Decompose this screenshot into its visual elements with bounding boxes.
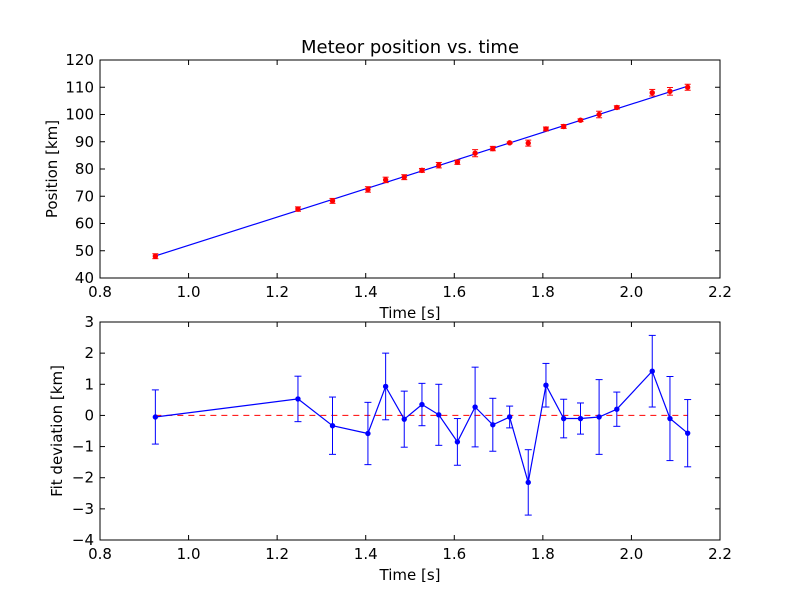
position-data-point [295,206,301,212]
position-y-ticks: 40 50 60 70 80 90 100 110 120 [65,51,720,287]
deviation-y-tick-label: −1 [72,438,94,456]
position-data-point [419,167,425,174]
position-x-tick-label: 1.0 [177,283,201,301]
position-y-tick-label: 50 [75,242,94,260]
deviation-x-axis-label: Time [s] [379,566,441,584]
position-data-point [401,174,407,180]
position-data-point [365,186,371,193]
deviation-y-tick-label: −2 [72,469,94,487]
position-plot-area [152,83,691,260]
position-data-point [152,253,159,259]
deviation-x-tick-label: 1.2 [265,545,289,563]
position-data-point [614,104,620,111]
deviation-data-point [472,404,478,410]
deviation-data-point [365,430,371,437]
deviation-x-ticks: 0.8 1.0 1.2 1.4 1.6 1.8 2.0 2.2 [88,322,732,563]
position-data-point [684,84,691,90]
deviation-x-tick-label: 1.0 [177,545,201,563]
deviation-y-tick-label: 2 [84,344,94,362]
position-x-tick-label: 1.6 [442,283,466,301]
position-x-axis-label: Time [s] [379,304,441,322]
position-data-point [525,140,531,146]
position-x-tick-label: 1.2 [265,283,289,301]
position-data-point [667,88,673,95]
deviation-data-point [649,368,655,374]
deviation-data-point [525,479,531,486]
position-y-tick-label: 110 [65,78,94,96]
deviation-x-tick-label: 1.6 [442,545,466,563]
fit-deviation-panel: 0.8 1.0 1.2 1.4 1.6 1.8 2.0 2.2 −4 −3 −2 −1 0 1 2 3 Ti… [48,313,732,584]
position-data-point [490,145,496,152]
position-y-tick-label: 100 [65,106,94,124]
deviation-data-point [577,415,584,422]
deviation-data-point [543,382,549,388]
deviation-data-point [596,414,602,420]
position-x-tick-label: 1.4 [354,283,378,301]
deviation-data-point [506,414,513,420]
position-data-point [560,123,567,130]
position-axes-frame [99,59,721,279]
deviation-x-tick-label: 0.8 [88,545,112,563]
position-data-point [472,150,478,156]
position-y-tick-label: 90 [75,133,94,151]
deviation-y-tick-label: −4 [72,531,94,549]
deviation-axes-frame [99,321,721,541]
position-data-point [596,111,602,118]
deviation-y-tick-label: 3 [84,313,94,331]
deviation-x-tick-label: 2.0 [619,545,643,563]
deviation-data-point [490,422,496,428]
position-y-tick-label: 40 [75,269,94,287]
deviation-data-point [419,401,425,408]
deviation-data-point [436,412,442,418]
position-y-tick-label: 120 [65,51,94,69]
deviation-y-tick-label: 1 [84,375,94,393]
deviation-data-point [329,423,336,429]
position-data-point [543,126,549,132]
position-x-tick-label: 2.0 [619,283,643,301]
deviation-data-point [295,396,301,402]
deviation-y-tick-label: −3 [72,500,94,518]
position-y-tick-label: 80 [75,160,94,178]
deviation-data-point [560,415,567,422]
deviation-data-point [684,430,691,436]
position-y-axis-label: Position [km] [43,120,61,218]
deviation-y-ticks: −4 −3 −2 −1 0 1 2 3 [72,313,720,549]
position-data-point [454,159,461,165]
deviation-data-point [152,414,159,420]
deviation-x-tick-label: 2.2 [708,545,732,563]
position-x-tick-label: 0.8 [88,283,112,301]
position-x-tick-label: 1.8 [531,283,555,301]
position-data-point [649,90,655,96]
deviation-plot-area [151,334,692,516]
deviation-data-point [382,383,389,390]
deviation-data-point [667,415,673,422]
deviation-data-point [614,406,620,412]
deviation-y-axis-label: Fit deviation [km] [48,365,66,497]
position-data-point [382,177,389,183]
position-data-point [329,198,336,204]
position-y-tick-label: 70 [75,187,94,205]
position-data-point [506,140,513,146]
position-x-tick-label: 2.2 [708,283,732,301]
deviation-data-point [454,439,461,445]
deviation-x-tick-label: 1.4 [354,545,378,563]
position-y-tick-label: 60 [75,215,94,233]
deviation-x-tick-label: 1.8 [531,545,555,563]
deviation-y-tick-label: 0 [84,406,94,424]
chart-title: Meteor position vs. time [301,37,519,58]
position-data-point [436,162,442,168]
position-vs-time-panel: Meteor position vs. time 0.8 1.0 1.2 1.4 1.6… [43,37,732,322]
position-x-ticks: 0.8 1.0 1.2 1.4 1.6 1.8 2.0 2.2 [88,60,732,301]
position-data-point [577,117,584,123]
deviation-data-point [401,416,407,422]
